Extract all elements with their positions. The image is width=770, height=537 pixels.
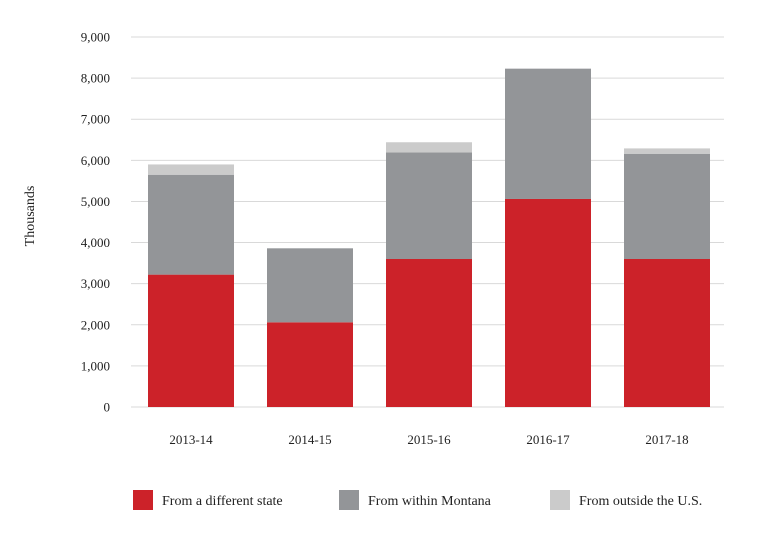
bar-segment	[505, 68, 591, 199]
x-tick-label: 2015-16	[407, 432, 451, 447]
x-tick-label: 2014-15	[288, 432, 331, 447]
bar-segment	[386, 152, 472, 259]
y-axis-tick-labels: 0 1,000 2,000 3,000 4,000 5,000 6,000 7,000 8,00…	[81, 30, 110, 415]
y-axis-title: Thousands	[23, 186, 38, 247]
y-tick-label: 1,000	[81, 358, 110, 373]
legend: From a different state From within Montan…	[133, 490, 702, 510]
legend-label: From a different state	[162, 494, 283, 509]
y-tick-label: 7,000	[81, 112, 110, 127]
y-tick-label: 9,000	[81, 30, 110, 45]
y-tick-label: 6,000	[81, 153, 110, 168]
legend-swatch	[550, 490, 570, 510]
bar-segment	[624, 148, 710, 154]
y-tick-label: 2,000	[81, 317, 110, 332]
legend-swatch	[133, 490, 153, 510]
y-tick-label: 0	[104, 400, 111, 415]
bar-segment	[386, 142, 472, 153]
bar-segment	[148, 274, 234, 407]
y-tick-label: 4,000	[81, 235, 110, 250]
x-axis-tick-labels: 2013-14 2014-15 2015-16 2016-17 2017-18	[169, 432, 688, 447]
x-tick-label: 2017-18	[645, 432, 688, 447]
x-tick-label: 2013-14	[169, 432, 213, 447]
bar-segment	[267, 322, 353, 407]
bar-segment	[267, 248, 353, 323]
y-tick-label: 5,000	[81, 194, 110, 209]
bar-segment	[148, 174, 234, 275]
y-tick-label: 3,000	[81, 276, 110, 291]
bar-segment	[624, 259, 710, 407]
bar-segment	[505, 198, 591, 407]
bar-segment	[386, 259, 472, 407]
legend-label: From within Montana	[368, 494, 492, 509]
y-tick-label: 8,000	[81, 71, 110, 86]
bar-segment	[148, 164, 234, 175]
bar-segment	[624, 153, 710, 259]
bars	[148, 68, 710, 407]
legend-swatch	[339, 490, 359, 510]
x-tick-label: 2016-17	[526, 432, 570, 447]
legend-label: From outside the U.S.	[579, 494, 702, 509]
